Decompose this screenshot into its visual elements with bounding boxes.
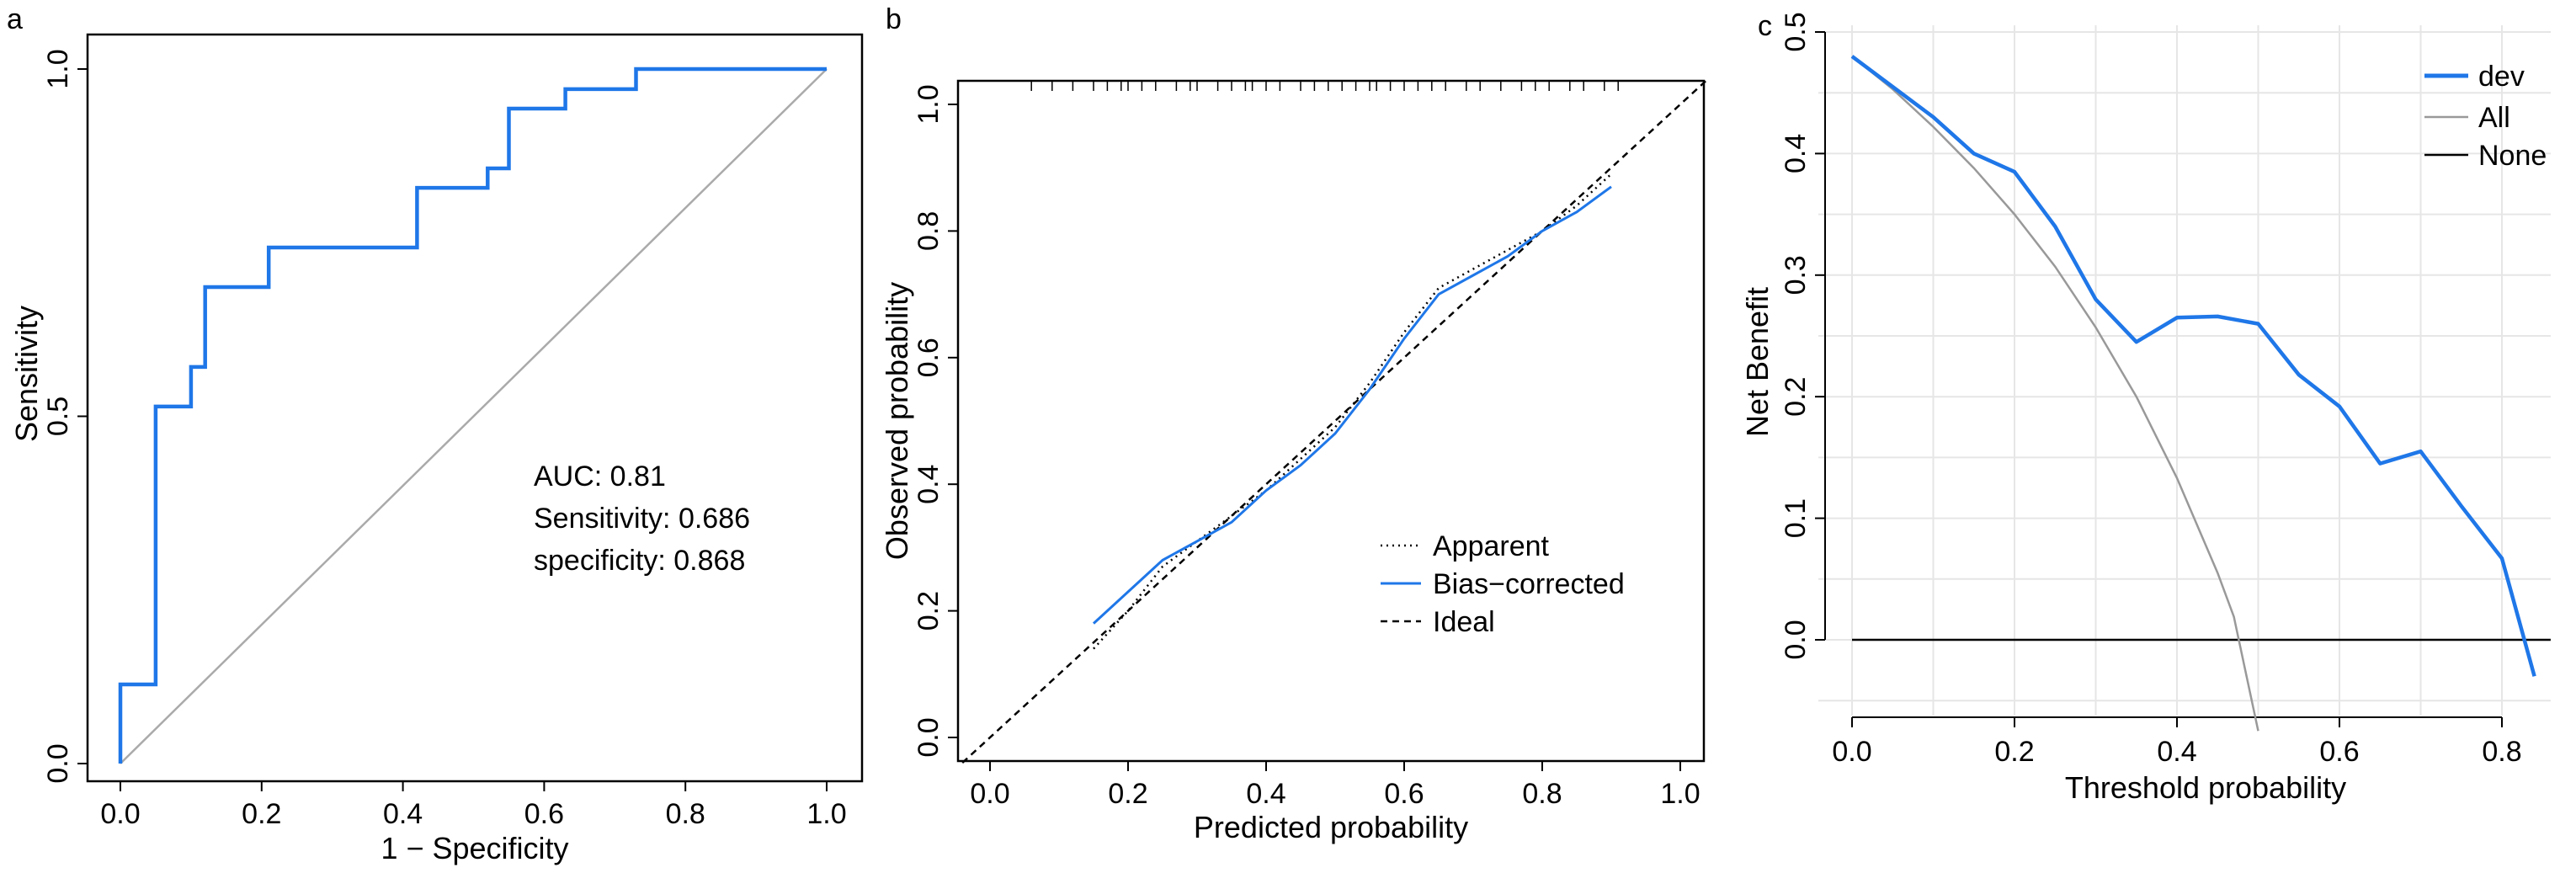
ideal-line <box>961 77 1709 764</box>
roc-series <box>118 67 828 764</box>
calibration-y-axis-title: Observed probability <box>880 282 914 560</box>
decision-curve-axis-ticks: 0.0 0.2 0.4 0.6 0.8 0.0 0.1 0.2 0.3 0.4 0.5 <box>1780 12 2522 768</box>
x-tick-label: 0.6 <box>1384 778 1424 810</box>
specificity-annotation: specificity: 0.868 <box>534 545 745 577</box>
decision-curve-y-axis-title: Net Benefit <box>1740 287 1775 437</box>
roc-panel: a 0.0 0.2 0.4 0.6 0.8 1.00.00.51.0 AUC: 0.81 … <box>7 3 864 865</box>
calibration-rug <box>1030 81 1619 91</box>
x-tick-label: 0.4 <box>383 798 423 830</box>
decision-curve-legend: dev All None <box>2424 61 2547 172</box>
treat-all-curve <box>1851 55 2259 732</box>
legend-label-none: None <box>2478 140 2547 172</box>
y-tick-label: 0.2 <box>913 591 945 631</box>
x-tick-label: 0.2 <box>242 798 281 830</box>
y-tick-label: 1.0 <box>913 84 945 124</box>
legend-label-apparent: Apparent <box>1433 530 1550 562</box>
calibration-axis-ticks: 0.0 0.2 0.4 0.6 0.8 1.0 0.0 0.2 0.4 0.6 0.8 1.0 <box>913 84 1700 810</box>
y-tick-label: 0.0 <box>913 717 945 757</box>
auc-annotation: AUC: 0.81 <box>534 460 666 492</box>
decision-curve-x-axis-title: Threshold probability <box>2065 770 2346 805</box>
y-tick-label: 0.4 <box>1780 134 1812 173</box>
roc-axis-ticks: 0.0 0.2 0.4 0.6 0.8 1.0 0.0 0.5 1.0 <box>42 49 847 830</box>
roc-plot-frame <box>86 33 864 783</box>
y-tick-label: 0.4 <box>913 465 945 504</box>
calibration-plot-frame <box>956 79 1706 763</box>
x-tick-label: 0.8 <box>666 798 705 830</box>
y-tick-label: 0.0 <box>42 743 74 783</box>
panel-label-c: c <box>1758 10 1772 42</box>
y-tick-label: 0.2 <box>1780 377 1812 417</box>
decision-curve-panel: c 0.0 0.2 0.4 0.6 0.8 0.0 0.1 0.2 0.3 0.4 0.5 dev … <box>1740 10 2551 805</box>
y-tick-label: 0.0 <box>1780 620 1812 659</box>
calibration-series <box>961 77 1709 764</box>
calibration-x-axis-title: Predicted probability <box>1194 810 1468 844</box>
x-tick-label: 0.4 <box>1246 778 1285 810</box>
x-tick-label: 0.2 <box>1108 778 1147 810</box>
panel-label-b: b <box>886 3 902 35</box>
apparent-curve <box>1093 173 1612 650</box>
reference-diagonal-line <box>120 68 828 764</box>
x-tick-label: 0.8 <box>1522 778 1562 810</box>
x-tick-label: 1.0 <box>806 798 846 830</box>
legend-label-ideal: Ideal <box>1433 606 1495 638</box>
y-tick-label: 0.5 <box>1780 12 1812 51</box>
calibration-panel: b 0.0 0.2 0.4 0.6 0.8 1.0 0.0 0.2 0.4 0.6 0.8 1.0 A… <box>880 3 1709 844</box>
legend-label-all: All <box>2478 102 2510 134</box>
y-tick-label: 0.6 <box>913 338 945 377</box>
dev-net-benefit-curve <box>1850 55 2536 677</box>
panel-label-a: a <box>7 3 23 35</box>
x-tick-label: 0.6 <box>524 798 564 830</box>
y-tick-label: 0.3 <box>1780 255 1812 295</box>
y-tick-label: 0.1 <box>1780 498 1812 538</box>
x-tick-label: 0.0 <box>1832 736 1871 768</box>
roc-x-axis-title: 1 − Specificity <box>381 831 568 865</box>
decision-curve-grid <box>1818 25 2551 716</box>
sensitivity-annotation: Sensitivity: 0.686 <box>534 503 750 535</box>
calibration-legend: Apparent Bias−corrected Ideal <box>1381 530 1625 638</box>
bias-corrected-curve <box>1092 185 1612 625</box>
x-tick-label: 0.8 <box>2482 736 2521 768</box>
decision-curve-series <box>1850 55 2551 732</box>
roc-y-axis-title: Sensitivity <box>9 306 44 442</box>
legend-label-bias-corrected: Bias−corrected <box>1433 568 1625 600</box>
x-tick-label: 0.0 <box>100 798 140 830</box>
x-tick-label: 0.6 <box>2319 736 2359 768</box>
y-tick-label: 1.0 <box>42 49 74 88</box>
x-tick-label: 0.4 <box>2157 736 2196 768</box>
legend-label-dev: dev <box>2478 61 2525 93</box>
roc-curve <box>118 67 827 764</box>
y-tick-label: 0.5 <box>42 397 74 436</box>
x-tick-label: 1.0 <box>1660 778 1700 810</box>
x-tick-label: 0.2 <box>1994 736 2034 768</box>
x-tick-label: 0.0 <box>970 778 1009 810</box>
y-tick-label: 0.8 <box>913 211 945 251</box>
